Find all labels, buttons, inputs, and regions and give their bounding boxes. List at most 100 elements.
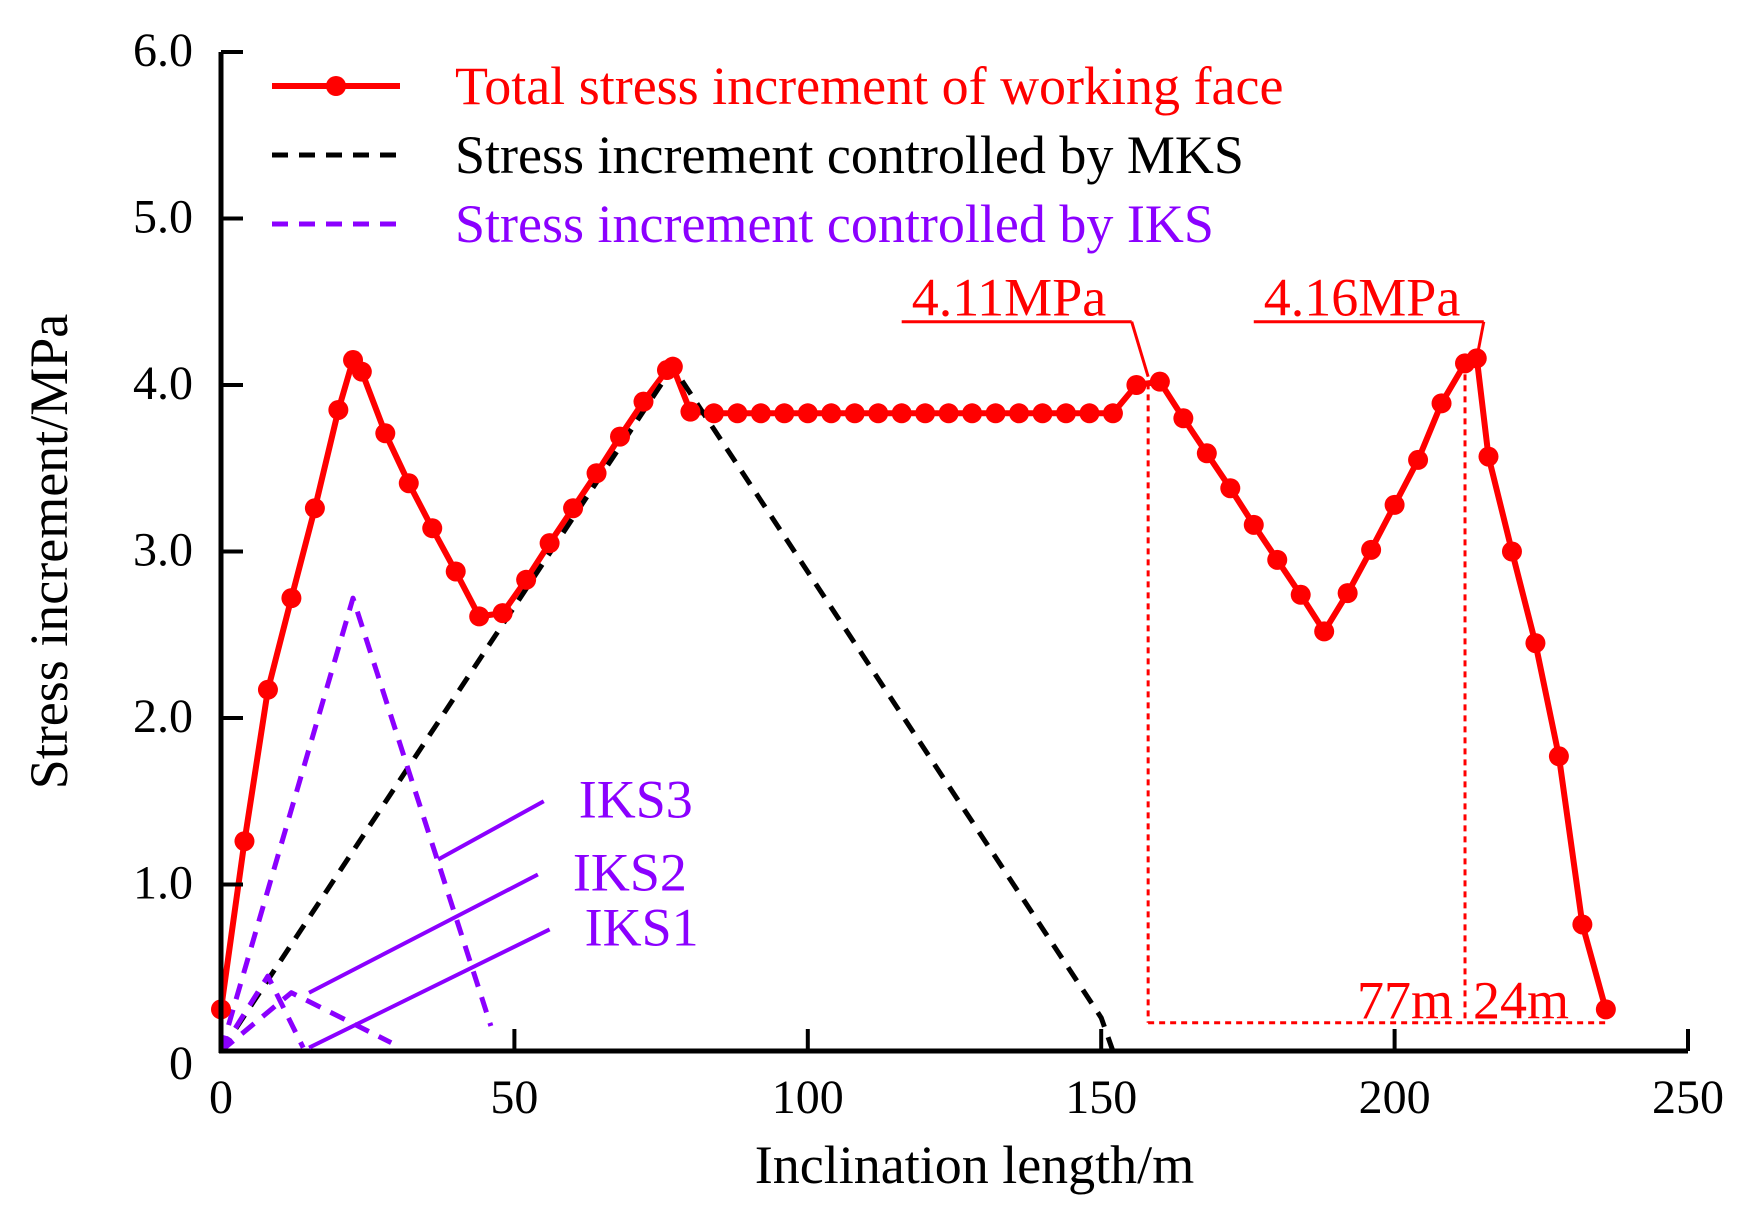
total-stress-point (1032, 403, 1053, 424)
y-tick-label: 3.0 (133, 524, 193, 577)
y-tick-label: 0 (169, 1037, 193, 1090)
legend-item: Stress increment controlled by IKS (272, 194, 1214, 254)
series-iks3-line (218, 973, 306, 1053)
total-stress-point (1149, 371, 1170, 392)
iks-label: IKS1 (585, 897, 699, 957)
legend-label: Stress increment controlled by IKS (455, 194, 1214, 254)
total-stress-point (586, 463, 607, 484)
y-tick-label: 2.0 (133, 690, 193, 743)
total-stress-point (281, 588, 302, 609)
total-stress-point (662, 356, 683, 377)
x-tick-label: 200 (1359, 1071, 1431, 1124)
total-stress-point (703, 403, 724, 424)
peak-leader-line (1475, 321, 1486, 359)
peak-leader-line (1130, 321, 1150, 378)
total-stress-point (234, 831, 255, 852)
y-axis-title: Stress increment/MPa (19, 314, 79, 789)
y-tick-label: 1.0 (133, 857, 193, 910)
total-stress-point (422, 518, 443, 539)
series-iks1-line (219, 990, 393, 1053)
span-label: 77m (1357, 971, 1453, 1031)
total-stress-point (1102, 403, 1123, 424)
legend-label: Total stress increment of working face (455, 56, 1283, 116)
total-stress-point (516, 569, 537, 590)
x-tick-label: 250 (1652, 1071, 1724, 1124)
series-total-stress-line (218, 355, 1609, 1011)
x-tick-label: 0 (209, 1071, 233, 1124)
peak-value-label: 4.11MPa (912, 268, 1107, 328)
total-stress-point (915, 403, 936, 424)
total-stress-point (304, 498, 325, 519)
total-stress-point (1126, 375, 1147, 395)
legend: Total stress increment of working face St… (272, 56, 1283, 254)
total-stress-point (445, 561, 466, 582)
iks-leader-line (308, 872, 539, 995)
iks-label: IKS2 (573, 843, 687, 903)
total-stress-point (1243, 514, 1264, 535)
x-axis-title: Inclination length/m (755, 1135, 1194, 1195)
y-tick-label: 6.0 (133, 24, 193, 77)
total-stress-point (844, 403, 865, 424)
iks-label: IKS3 (579, 769, 693, 829)
total-stress-point (1384, 494, 1405, 515)
annotation-layer (1146, 363, 1608, 1025)
total-stress-point (398, 473, 419, 494)
total-stress-point (727, 403, 748, 424)
total-stress-point (1290, 584, 1311, 605)
peak-value-label: 4.16MPa (1264, 268, 1461, 328)
total-stress-point (1595, 999, 1616, 1020)
total-stress-point (1079, 403, 1100, 424)
legend-item: Stress increment controlled by MKS (272, 125, 1244, 185)
total-stress-point (891, 403, 912, 424)
total-stress-point (680, 401, 701, 422)
total-stress-point (1009, 403, 1030, 424)
total-stress-point (821, 403, 842, 424)
total-stress-point (938, 403, 959, 424)
span-label: 24m (1473, 971, 1569, 1031)
total-stress-point (1572, 914, 1593, 935)
y-tick-label: 5.0 (133, 191, 193, 244)
total-stress-point (797, 403, 818, 424)
total-stress-point (1431, 393, 1452, 414)
series-mks-line (218, 364, 1116, 1053)
iks-leader-line (437, 799, 545, 862)
x-tick-label: 50 (490, 1071, 538, 1124)
total-stress-point (539, 533, 560, 554)
iks-leader-line (308, 927, 551, 1050)
total-stress-point (985, 403, 1006, 424)
total-stress-point (492, 603, 513, 624)
legend-marker (326, 76, 346, 96)
total-stress-point (1525, 633, 1546, 654)
total-stress-point (1408, 449, 1429, 470)
total-stress-point (1337, 583, 1358, 604)
total-stress-point (328, 399, 349, 420)
total-stress-point (563, 498, 584, 519)
legend-item: Total stress increment of working face (272, 56, 1283, 116)
total-stress-point (1314, 621, 1335, 642)
total-stress-point (1501, 541, 1522, 562)
total-stress-point (633, 391, 654, 412)
total-stress-point (750, 403, 771, 424)
total-stress-point (1361, 539, 1382, 560)
total-stress-point (375, 423, 396, 444)
total-stress-point (868, 403, 889, 424)
x-tick-label: 150 (1065, 1071, 1137, 1124)
total-stress-point (1267, 549, 1288, 570)
x-tick-label: 100 (772, 1071, 844, 1124)
series-layer (211, 348, 1616, 1053)
axes-layer: 0 1.0 2.0 3.0 4.0 5.0 6.0 0 50 100 150 200 250 Inclin… (19, 24, 1724, 1195)
y-tick-label: 4.0 (133, 357, 193, 410)
total-stress-point (469, 606, 490, 627)
total-stress-point (1196, 443, 1217, 464)
total-stress-point (1548, 746, 1569, 767)
total-stress-point (257, 679, 278, 700)
total-stress-point (1173, 408, 1194, 429)
total-stress-point (962, 403, 983, 424)
total-stress-point (1478, 446, 1499, 467)
total-stress-point (351, 361, 372, 382)
total-stress-point (774, 403, 795, 424)
series-iks2-line (218, 595, 494, 1052)
